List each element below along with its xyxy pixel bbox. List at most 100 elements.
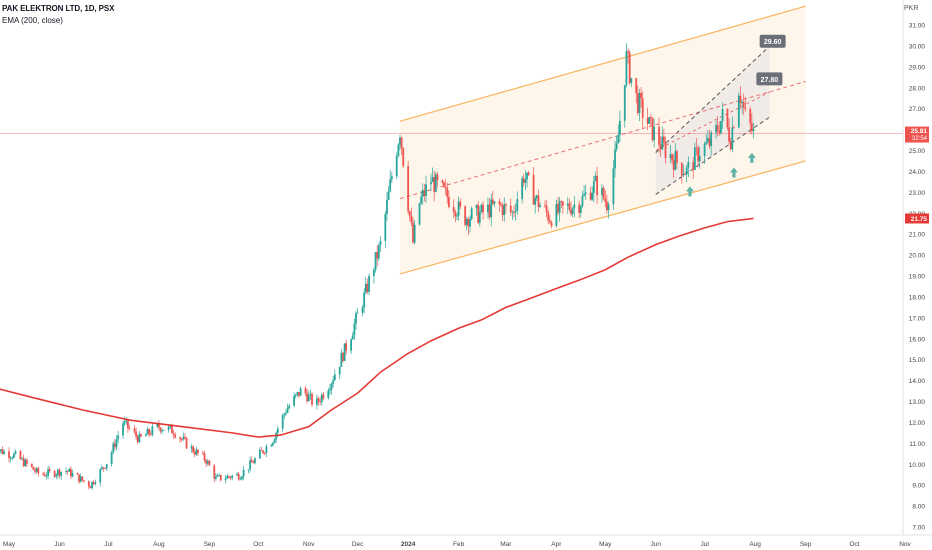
candle-body (11, 457, 14, 459)
candle-body (113, 443, 116, 448)
candle-body (281, 415, 284, 429)
candle-body (66, 470, 69, 472)
candle-body (602, 187, 605, 199)
candle-body (446, 187, 449, 198)
candle-body (413, 224, 416, 243)
candle-body (457, 201, 460, 216)
candle-body (169, 425, 172, 427)
candle-body (285, 412, 287, 414)
candle-body (516, 199, 519, 211)
target-label: 29.60 (764, 39, 782, 46)
candle-body (522, 178, 525, 183)
candle-body (89, 486, 92, 489)
candle-body (386, 200, 388, 214)
y-tick-label: 30.00 (909, 43, 926, 50)
candle-body (112, 443, 115, 453)
y-tick-label: 20.00 (909, 253, 926, 260)
candle-body (648, 116, 651, 124)
candle-body (638, 93, 641, 114)
candle-body (239, 479, 242, 480)
candle-body (3, 451, 6, 455)
candle-body (122, 423, 124, 436)
candle-body (514, 210, 517, 213)
candle-body (558, 201, 561, 213)
candle-body (45, 475, 48, 477)
candle-body (581, 195, 584, 207)
candle-body (192, 446, 194, 453)
y-tick-label: 27.00 (909, 106, 926, 113)
candle-body (578, 204, 581, 213)
candle-body (172, 433, 175, 435)
candle-body (729, 141, 732, 150)
candle-body (236, 473, 238, 476)
last-price-label: 25.81 (911, 128, 928, 135)
candle-body (182, 436, 185, 440)
y-tick-label: 18.00 (909, 294, 926, 301)
candle-body (377, 245, 380, 259)
candle-body (537, 195, 540, 208)
candle-body (477, 204, 480, 223)
candle-body (500, 204, 502, 206)
ema-price-label: 21.75 (911, 216, 928, 223)
candle-body (258, 449, 261, 459)
x-tick-label: Jun (651, 541, 662, 548)
candle-body (684, 173, 686, 175)
candle-body (640, 93, 642, 99)
candle-body (653, 126, 656, 141)
candle-body (71, 473, 74, 477)
candle-body (399, 137, 401, 145)
candle-body (444, 186, 447, 188)
candle-body (742, 102, 745, 108)
wedge-lower-line (655, 116, 771, 195)
x-tick-label: Aug (749, 541, 761, 548)
countdown-label: 32:54 (912, 136, 928, 142)
candle-body (342, 352, 344, 361)
candle-body (612, 168, 615, 205)
candle-body (693, 147, 696, 170)
candle-body (511, 211, 514, 213)
candle-body (384, 213, 387, 241)
candle-body (635, 78, 638, 94)
candle-body (687, 161, 690, 168)
candle-body (412, 222, 414, 243)
candle-body (604, 198, 607, 202)
candle-body (561, 201, 564, 206)
candle-body (368, 276, 370, 292)
candle-body (237, 473, 240, 480)
candle-body (228, 475, 230, 477)
candle-body (710, 132, 713, 147)
candle-body (708, 138, 711, 147)
candle-body (539, 205, 541, 208)
candle-body (366, 283, 369, 292)
candle-body (658, 126, 660, 145)
candle-body (589, 192, 592, 200)
candle-body (26, 459, 28, 464)
candle-body (402, 147, 405, 167)
wedge-upper-line (655, 45, 771, 153)
candle-body (548, 220, 551, 223)
candle-body (737, 95, 740, 128)
candle-body (482, 204, 484, 213)
target-label-box (756, 72, 783, 86)
candle-body (216, 475, 219, 477)
candle-body (441, 180, 444, 183)
candle-body (94, 482, 97, 484)
candle-body (104, 468, 107, 469)
x-tick-label: Feb (453, 541, 465, 548)
candle-body (491, 199, 494, 204)
candle-body (698, 155, 701, 162)
candle-body (47, 469, 49, 476)
candle-body (32, 467, 35, 471)
candle-body (361, 307, 364, 313)
candle-body (605, 201, 608, 211)
candle-body (545, 205, 548, 213)
y-tick-label: 31.00 (909, 23, 926, 30)
symbol-title: PAK ELEKTRON LTD, 1D, PSX (2, 4, 115, 13)
candle-body (78, 474, 80, 482)
candle-body (55, 474, 58, 477)
y-tick-label: 12.00 (909, 420, 926, 427)
target-label-box (759, 34, 786, 48)
candle-body (570, 209, 572, 215)
